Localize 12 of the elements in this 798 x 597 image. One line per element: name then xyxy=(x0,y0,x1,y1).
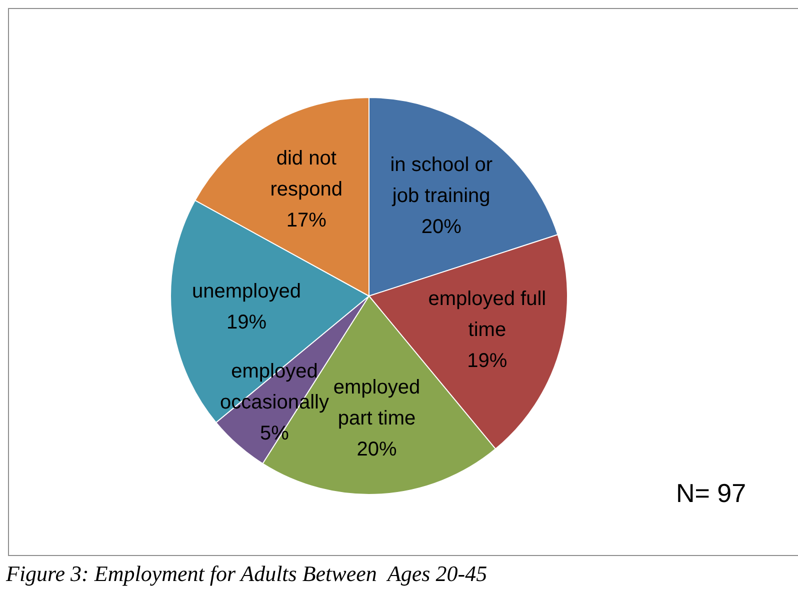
slice-label: employed part time xyxy=(333,376,420,430)
data-label: 19% xyxy=(467,350,508,372)
data-label: 20% xyxy=(356,438,397,460)
slice-label: unemployed xyxy=(192,280,301,303)
slice-label: in school or job training xyxy=(390,154,493,207)
text: N= 97 xyxy=(676,478,746,509)
data-label: 17% xyxy=(286,210,327,232)
data-label: 19% xyxy=(226,312,267,334)
data-label: 20% xyxy=(421,216,462,238)
slice-label: did not respond xyxy=(270,148,342,201)
caption: Figure 3: Employment for Adults Between Ages 20-45 xyxy=(6,561,488,587)
slice-label: employed full time xyxy=(428,288,546,341)
